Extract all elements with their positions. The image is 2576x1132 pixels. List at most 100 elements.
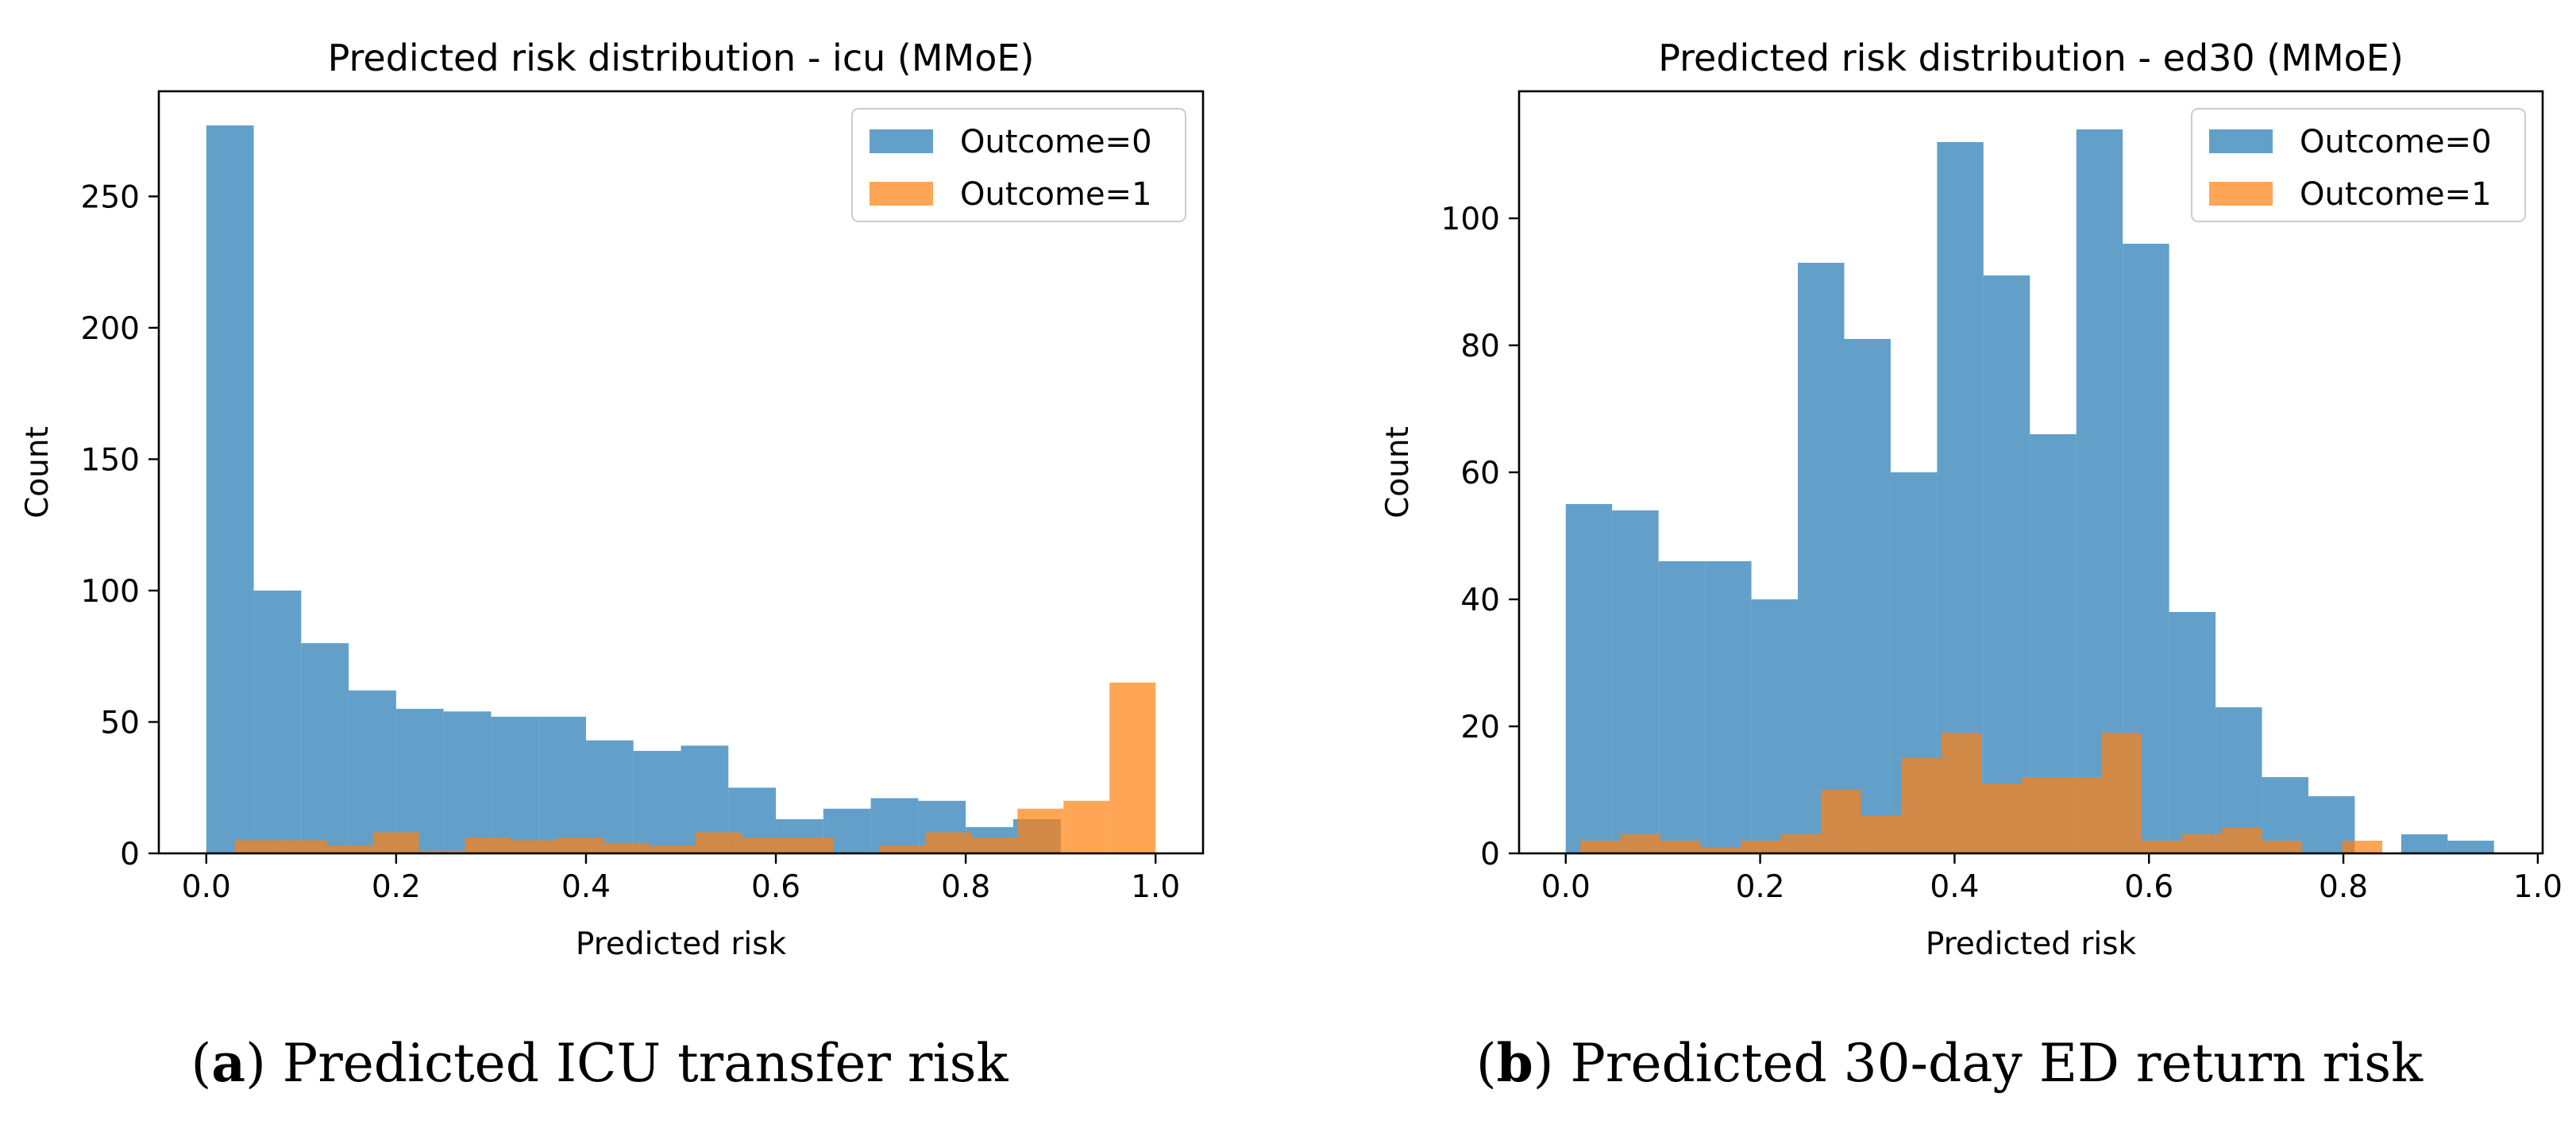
- caption-a-open: (: [191, 1033, 212, 1094]
- icu-bar-outcome1-15: [925, 832, 972, 853]
- ed30-ytick-label-5: 100: [1441, 202, 1500, 237]
- ed30-xtick-label-2: 0.4: [1930, 869, 1979, 905]
- icu-ytick-label-5: 250: [81, 179, 140, 215]
- ed30-bar-outcome1-6: [1821, 790, 1861, 853]
- icu-bar-outcome1-4: [418, 850, 465, 853]
- icu-xtick-label-5: 1.0: [1131, 869, 1180, 905]
- icu-legend-swatch-outcome1: [870, 182, 933, 206]
- ed30-bar-outcome1-3: [1700, 847, 1741, 853]
- icu-bar-outcome1-14: [879, 845, 926, 853]
- icu-bar-outcome1-6: [511, 840, 557, 853]
- icu-bar-outcome1-19: [1109, 682, 1156, 853]
- icu-bar-outcome1-12: [787, 837, 834, 853]
- ed30-ytick-label-4: 80: [1460, 329, 1500, 364]
- icu-bar-outcome0-6: [491, 716, 539, 853]
- ed30-xtick-label-4: 0.8: [2319, 869, 2368, 905]
- icu-bar-outcome0-3: [349, 690, 396, 853]
- ed30-legend-label-outcome1: Outcome=1: [2300, 176, 2492, 213]
- ed30-bar-outcome1-16: [2222, 828, 2262, 853]
- icu-axes-frame: [157, 90, 1205, 855]
- ed30-bar-outcome1-19: [2342, 841, 2383, 853]
- icu-bar-outcome1-1: [280, 840, 327, 853]
- ed30-xtick-label-3: 0.6: [2124, 869, 2173, 905]
- ed30-bar-outcome1-9: [1941, 733, 1982, 853]
- ed30-bar-outcome1-1: [1620, 834, 1661, 853]
- icu-xtick-label-1: 0.2: [372, 869, 421, 905]
- icu-bar-outcome1-18: [1063, 800, 1110, 853]
- ed30-bar-outcome0-1: [1612, 510, 1659, 853]
- ed30-xtick-label-5: 1.0: [2513, 869, 2563, 905]
- icu-x-axis-label: Predicted risk: [576, 926, 787, 962]
- icu-chart-title: Predicted risk distribution - icu (MMoE): [328, 37, 1035, 79]
- ed30-xtick-label-1: 0.2: [1736, 869, 1785, 905]
- ed30-bar-outcome0-0: [1565, 504, 1613, 853]
- ed30-bar-outcome1-13: [2101, 733, 2142, 853]
- ed30-bar-outcome1-8: [1901, 758, 1942, 853]
- icu-xtick-label-4: 0.8: [941, 869, 990, 905]
- icu-bar-outcome0-8: [585, 740, 634, 853]
- ed30-bar-outcome1-11: [2021, 777, 2062, 853]
- ed30-bar-outcome1-15: [2181, 834, 2223, 853]
- icu-bar-outcome0-0: [206, 125, 254, 853]
- ed30-ytick-label-1: 20: [1460, 710, 1500, 745]
- icu-y-axis-label: Count: [20, 426, 56, 518]
- ed30-bar-outcome1-10: [1981, 784, 2022, 853]
- ed30-legend-box: [2191, 108, 2526, 222]
- icu-legend-label-outcome0: Outcome=0: [960, 124, 1152, 160]
- icu-bar-outcome1-3: [372, 832, 419, 853]
- ed30-bar-outcome1-17: [2262, 841, 2303, 853]
- chart-icu-risk: 0.0 0.2 0.4 0.6 0.8 1.0 0 50 100 150 200 250 Predict…: [20, 37, 1205, 962]
- ed30-chart-title: Predicted risk distribution - ed30 (MMoE…: [1658, 37, 2404, 79]
- icu-ytick-label-2: 100: [81, 574, 140, 610]
- ed30-bar-outcome1-2: [1660, 841, 1701, 853]
- icu-ytick-label-3: 150: [81, 442, 140, 478]
- icu-bar-outcome1-8: [603, 842, 650, 853]
- icu-bar-outcome1-0: [234, 840, 281, 853]
- caption-b-open: (: [1475, 1033, 1497, 1094]
- ed30-ytick-label-2: 40: [1460, 583, 1500, 618]
- ed30-bar-outcome1-7: [1861, 815, 1902, 853]
- ed30-ytick-label-3: 60: [1460, 456, 1500, 491]
- icu-ytick-label-1: 50: [100, 705, 140, 741]
- ed30-legend-label-outcome0: Outcome=0: [2300, 124, 2492, 160]
- icu-bar-outcome0-14: [870, 798, 919, 853]
- ed30-xtick-label-0: 0.0: [1541, 869, 1591, 905]
- chart-ed30-risk: 0.0 0.2 0.4 0.6 0.8 1.0 0 20 40 60 80 100 Predicted …: [1380, 37, 2563, 962]
- icu-bar-outcome0-2: [301, 643, 349, 853]
- caption-b-letter: b: [1496, 1032, 1533, 1094]
- ed30-legend-swatch-outcome1: [2209, 182, 2273, 206]
- ed30-bar-outcome0-5: [1798, 263, 1845, 853]
- icu-bar-outcome1-2: [326, 845, 373, 853]
- ed30-bar-outcome0-13: [2169, 612, 2216, 853]
- caption-b: (b) Predicted 30-day ED return risk: [1350, 1032, 2549, 1094]
- ed30-bar-outcome1-4: [1741, 841, 1781, 853]
- ed30-legend-swatch-outcome0: [2209, 129, 2273, 153]
- ed30-ytick-label-0: 0: [1480, 837, 1500, 872]
- icu-legend-label-outcome1: Outcome=1: [960, 176, 1152, 213]
- icu-bar-outcome0-7: [538, 716, 586, 853]
- ed30-bar-outcome1-14: [2142, 841, 2182, 853]
- icu-bar-outcome0-4: [395, 708, 444, 853]
- icu-bar-outcome1-17: [1017, 808, 1064, 853]
- icu-bar-outcome0-5: [443, 711, 492, 853]
- icu-xtick-label-3: 0.6: [751, 869, 800, 905]
- icu-legend-box: [851, 108, 1186, 222]
- ed30-y-axis-label: Count: [1380, 426, 1416, 518]
- ed30-bar-outcome0-3: [1705, 561, 1752, 853]
- icu-bar-outcome1-10: [695, 832, 742, 853]
- icu-ytick-label-4: 200: [81, 311, 140, 347]
- caption-b-text: ) Predicted 30-day ED return risk: [1533, 1033, 2424, 1094]
- icu-legend-swatch-outcome0: [870, 129, 933, 153]
- icu-bar-outcome0-1: [253, 590, 302, 853]
- icu-bar-outcome1-16: [971, 837, 1018, 853]
- ed30-bar-outcome0-2: [1658, 561, 1706, 853]
- icu-xtick-label-2: 0.4: [561, 869, 611, 905]
- icu-bar-outcome1-5: [465, 837, 511, 853]
- caption-a-letter: a: [211, 1032, 246, 1094]
- ed30-bar-outcome0-18: [2401, 834, 2448, 853]
- icu-bar-outcome1-7: [557, 837, 604, 853]
- caption-a: (a) Predicted ICU transfer risk: [0, 1032, 1199, 1094]
- ed30-bar-outcome0-4: [1751, 599, 1799, 853]
- ed30-bar-outcome0-6: [1844, 339, 1891, 853]
